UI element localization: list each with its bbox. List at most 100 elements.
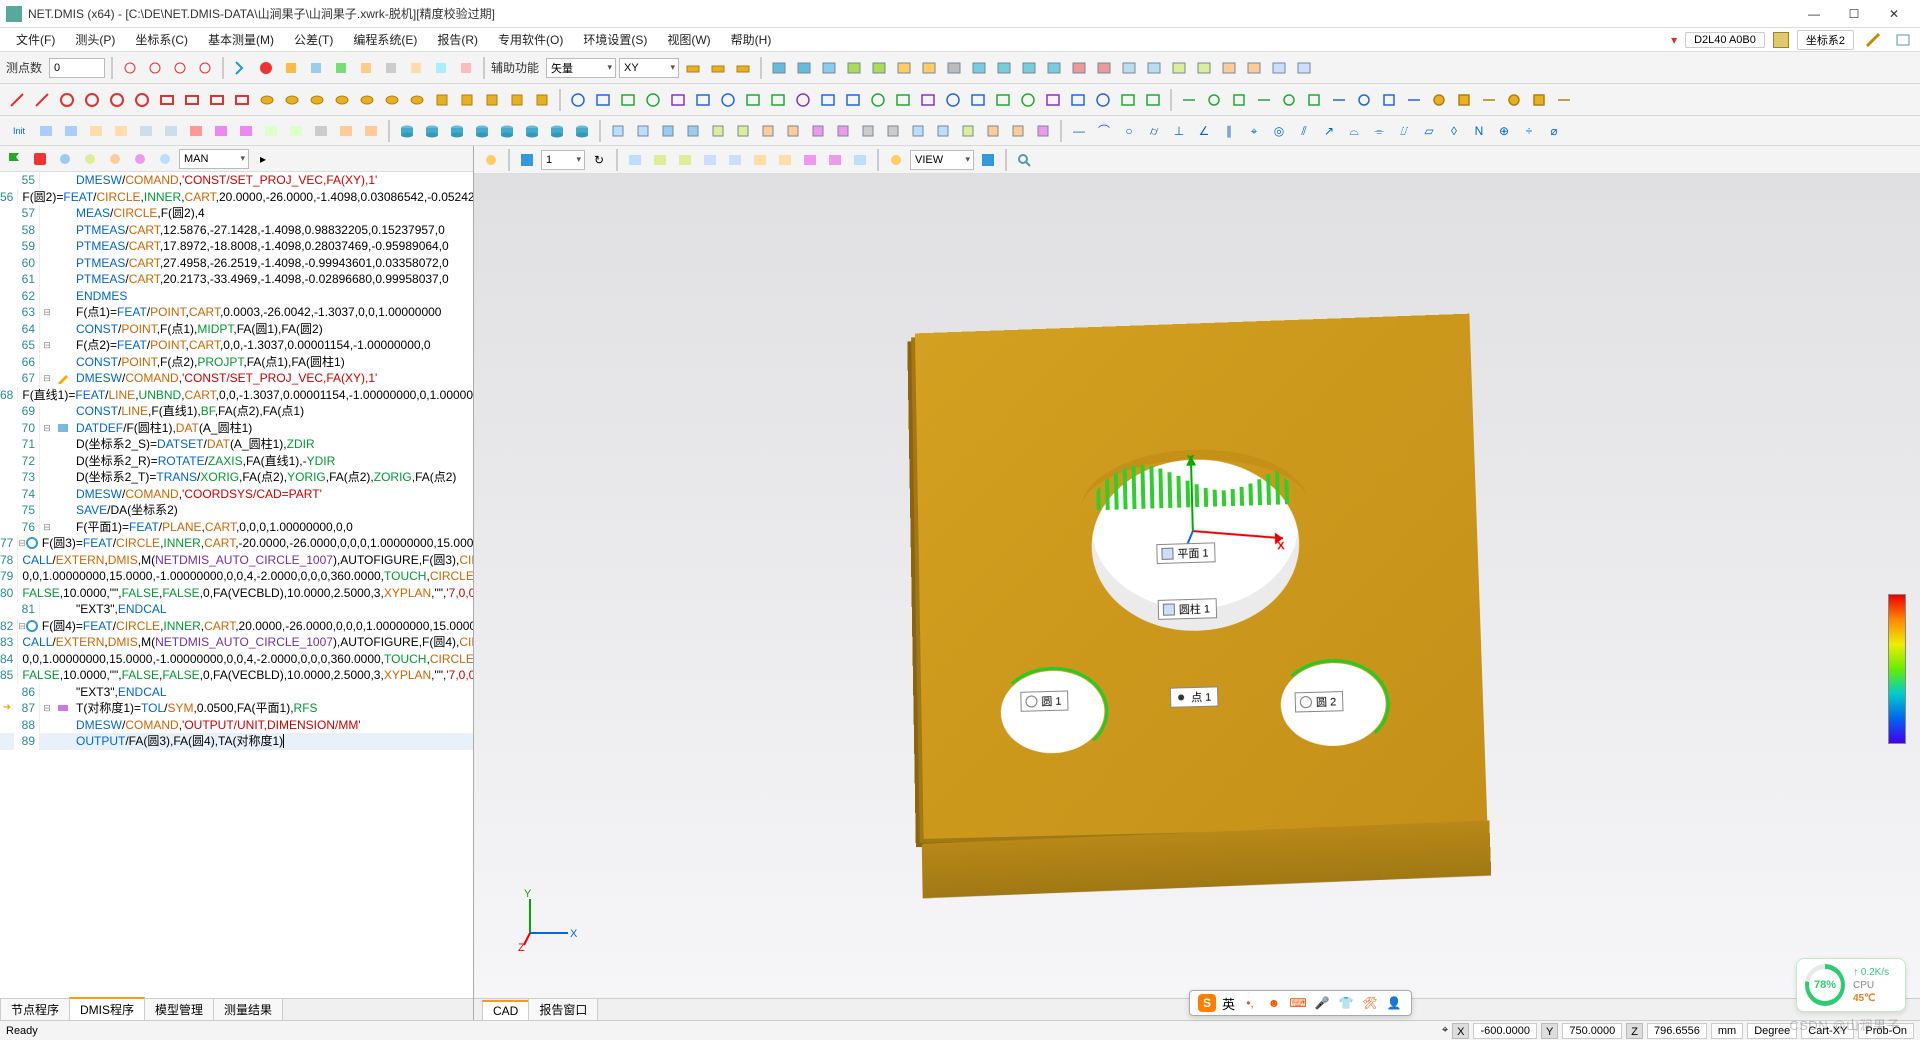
tb1-solid-12[interactable] — [1068, 57, 1090, 79]
tol-btn-15[interactable] — [1553, 89, 1575, 111]
ime-bar[interactable]: S 英 •, ☻ ⌨ 🎤 👕 🛠 👤 — [1189, 990, 1412, 1016]
code-line-72[interactable]: 72 D(坐标系2_R)=ROTATE/ZAXIS,FA(直线1),-YDIR — [0, 453, 473, 470]
ime-punct-icon[interactable]: •, — [1241, 994, 1259, 1012]
vp-btn-5[interactable] — [749, 149, 771, 171]
tb3-a-1[interactable] — [60, 120, 82, 142]
code-line-73[interactable]: 73 D(坐标系2_T)=TRANS/XORIG,FA(点2),YORIG,FA… — [0, 469, 473, 486]
tb3-a-9[interactable] — [260, 120, 282, 142]
tb3-c-12[interactable] — [907, 120, 929, 142]
gdt-btn-1[interactable]: ⌒ — [1093, 120, 1115, 142]
tb3-a-8[interactable] — [235, 120, 257, 142]
stop-icon[interactable] — [29, 148, 51, 170]
code-line-85[interactable]: 85 FALSE,10.0000,"",FALSE,FALSE,0,FA(VEC… — [0, 667, 473, 684]
shape-line-0[interactable] — [6, 89, 28, 111]
gdt-btn-4[interactable]: ⊥ — [1168, 120, 1190, 142]
left-tab-2[interactable]: 模型管理 — [144, 998, 214, 1020]
ime-keyboard-icon[interactable]: ⌨ — [1289, 994, 1307, 1012]
feat-btn-4[interactable] — [667, 89, 689, 111]
shape-mesh-21[interactable] — [531, 89, 553, 111]
shape-circle-2[interactable] — [56, 89, 78, 111]
run-icon[interactable] — [230, 57, 252, 79]
ime-lang[interactable]: 英 — [1222, 994, 1235, 1013]
code-line-58[interactable]: 58 PTMEAS/CART,12.5876,-27.1428,-1.4098,… — [0, 222, 473, 239]
tb1-solid-15[interactable] — [1143, 57, 1165, 79]
vp-btn-1[interactable] — [649, 149, 671, 171]
menu-3[interactable]: 基本测量(M) — [198, 28, 284, 51]
viewport-3d[interactable]: for(let i=0;i<22;i++)document.write(`<sp… — [474, 174, 1920, 998]
feat-btn-18[interactable] — [1017, 89, 1039, 111]
code-line-68[interactable]: 68 F(直线1)=FEAT/LINE,UNBND,CART,0,0,-1.30… — [0, 387, 473, 404]
tb3-c-16[interactable] — [1007, 120, 1029, 142]
mode-dropdown[interactable]: MAN — [179, 149, 249, 169]
vp-btn-8[interactable] — [824, 149, 846, 171]
vp-spin[interactable]: 1 — [541, 150, 585, 170]
db-btn-1[interactable] — [421, 120, 443, 142]
vp-tab-1[interactable]: 报告窗口 — [528, 998, 598, 1020]
menu-7[interactable]: 专用软件(O) — [488, 28, 573, 51]
points-input[interactable] — [49, 58, 105, 78]
tb3-c-8[interactable] — [807, 120, 829, 142]
tb3-c-17[interactable] — [1032, 120, 1054, 142]
menu-8[interactable]: 环境设置(S) — [573, 28, 657, 51]
shape-curve-16[interactable] — [406, 89, 428, 111]
code-line-61[interactable]: 61 PTMEAS/CART,20.2173,-33.4969,-1.4098,… — [0, 271, 473, 288]
tb3-c-14[interactable] — [957, 120, 979, 142]
minimize-button[interactable]: — — [1794, 1, 1834, 27]
vp-btn-7[interactable] — [799, 149, 821, 171]
tb1-solid-0[interactable] — [768, 57, 790, 79]
feat-btn-16[interactable] — [967, 89, 989, 111]
tb3-c-0[interactable] — [607, 120, 629, 142]
feat-btn-14[interactable] — [917, 89, 939, 111]
tb3-c-13[interactable] — [932, 120, 954, 142]
tb1-plane-1[interactable] — [707, 57, 729, 79]
feat-btn-0[interactable] — [567, 89, 589, 111]
tol-btn-10[interactable] — [1428, 89, 1450, 111]
gdt-btn-7[interactable]: ⌖ — [1243, 120, 1265, 142]
ime-emoji-icon[interactable]: ☻ — [1265, 994, 1283, 1012]
tb3-c-6[interactable] — [757, 120, 779, 142]
feat-btn-7[interactable] — [742, 89, 764, 111]
shape-rev-13[interactable] — [331, 89, 353, 111]
gdt-btn-6[interactable]: ∥ — [1218, 120, 1240, 142]
left-tab-3[interactable]: 测量结果 — [213, 998, 283, 1020]
tb1-solid-14[interactable] — [1118, 57, 1140, 79]
shape-extr-17[interactable] — [431, 89, 453, 111]
tb3-a-2[interactable] — [85, 120, 107, 142]
vp-btn-3[interactable] — [699, 149, 721, 171]
gdt-btn-12[interactable]: ⌯ — [1368, 120, 1390, 142]
tol-btn-2[interactable] — [1228, 89, 1250, 111]
code-line-65[interactable]: 65 ⊟ F(点2)=FEAT/POINT,CART,0,0,-1.3037,0… — [0, 337, 473, 354]
code-line-78[interactable]: 78 CALL/EXTERN,DMIS,M(NETDMIS_AUTO_CIRCL… — [0, 552, 473, 569]
code-line-69[interactable]: 69 CONST/LINE,F(直线1),BF,FA(点2),FA(点1) — [0, 403, 473, 420]
code-line-88[interactable]: 88 DMESW/COMAND,'OUTPUT/UNIT,DIMENSION/M… — [0, 717, 473, 734]
shape-rect-5[interactable] — [131, 89, 153, 111]
shape-cyl-7[interactable] — [181, 89, 203, 111]
feat-btn-15[interactable] — [942, 89, 964, 111]
shape-plane-6[interactable] — [156, 89, 178, 111]
code-line-57[interactable]: 57 MEAS/CIRCLE,F(圆2),4 — [0, 205, 473, 222]
db-btn-2[interactable] — [446, 120, 468, 142]
tol-btn-12[interactable] — [1478, 89, 1500, 111]
tb1-solid-3[interactable] — [843, 57, 865, 79]
gdt-btn-9[interactable]: ⫽ — [1293, 120, 1315, 142]
tb1-util-1[interactable] — [305, 57, 327, 79]
sogou-icon[interactable]: S — [1198, 994, 1216, 1012]
feat-btn-9[interactable] — [792, 89, 814, 111]
vp-btn-2[interactable] — [674, 149, 696, 171]
gdt-btn-10[interactable]: ↗ — [1318, 120, 1340, 142]
tb1-plane-2[interactable] — [732, 57, 754, 79]
ball-icon[interactable] — [255, 57, 277, 79]
flag-green-icon[interactable] — [4, 148, 26, 170]
probe-indicator-icon[interactable]: ▾ — [1671, 33, 1677, 47]
code-line-62[interactable]: 62 ENDMES — [0, 288, 473, 305]
shape-cone-8[interactable] — [206, 89, 228, 111]
init-icon[interactable]: Init — [6, 120, 32, 142]
shape-cube-20[interactable] — [506, 89, 528, 111]
db-btn-6[interactable] — [546, 120, 568, 142]
vp-tab-0[interactable]: CAD — [482, 1000, 529, 1020]
tb3-a-0[interactable] — [35, 120, 57, 142]
ime-skin-icon[interactable]: 👕 — [1337, 994, 1355, 1012]
code-tb-0[interactable] — [54, 148, 76, 170]
gdt-btn-16[interactable]: N — [1468, 120, 1490, 142]
shape-arc-3[interactable] — [81, 89, 103, 111]
